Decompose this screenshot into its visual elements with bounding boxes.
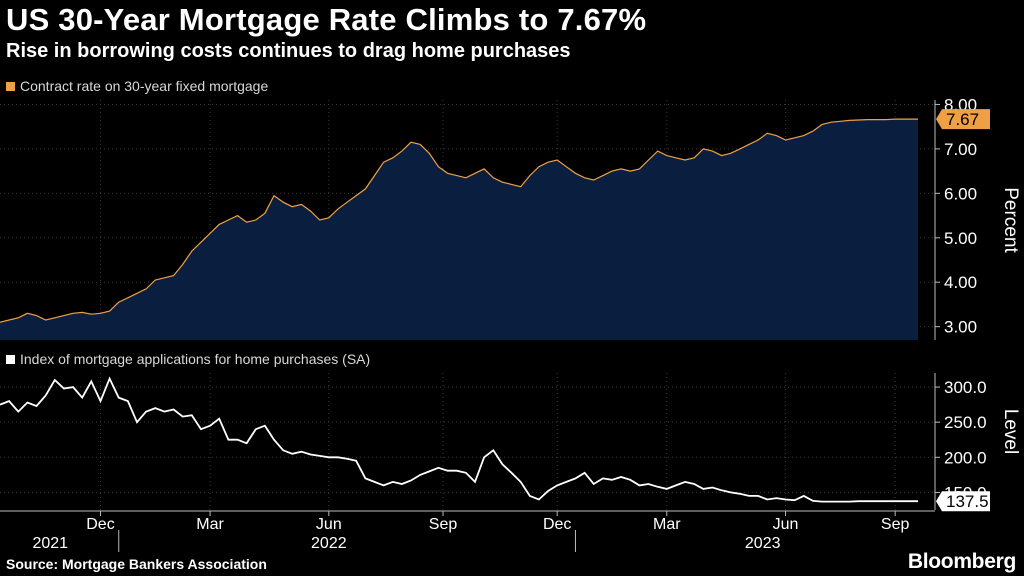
y-tick-label: 5.00 [944, 229, 977, 248]
y-tick-label: 3.00 [944, 318, 977, 337]
x-tick-label-month: Mar [196, 516, 224, 533]
rate-series-line [0, 118, 918, 323]
y-tick-label: 4.00 [944, 273, 977, 292]
source-note: Source: Mortgage Bankers Association [6, 556, 267, 572]
x-tick-label-month: Jun [316, 516, 342, 533]
x-tick-label-month: Dec [543, 516, 571, 533]
y-axis-title: Percent [1000, 187, 1021, 253]
legend-rate: Contract rate on 30-year fixed mortgage [6, 78, 268, 94]
rate-last-value-badge [936, 109, 990, 130]
index-last-value-badge [936, 491, 990, 512]
x-tick-label-month: Jun [773, 516, 799, 533]
bloomberg-logo: Bloomberg [907, 550, 1016, 573]
chart-subtitle: Rise in borrowing costs continues to dra… [6, 40, 571, 62]
x-tick-label-year: 2021 [32, 535, 68, 552]
y-tick-label: 300.0 [944, 378, 987, 397]
y-tick-label: 200.0 [944, 448, 987, 467]
x-tick-label-month: Mar [653, 516, 681, 533]
y-tick-label: 7.00 [944, 140, 977, 159]
y-tick-label: 6.00 [944, 184, 977, 203]
legend-label-rate: Contract rate on 30-year fixed mortgage [20, 78, 269, 94]
x-tick-label-month: Sep [429, 516, 458, 533]
legend-index: Index of mortgage applications for home … [6, 351, 370, 367]
y-axis-title: Level [1000, 409, 1021, 454]
legend-label-index: Index of mortgage applications for home … [20, 351, 371, 367]
y-tick-label: 250.0 [944, 413, 987, 432]
rate-area-fill [0, 119, 918, 340]
chart-title: US 30-Year Mortgage Rate Climbs to 7.67% [6, 2, 647, 37]
x-tick-label-month: Dec [86, 516, 114, 533]
index-series-line [0, 376, 918, 503]
x-tick-label-year: 2023 [745, 535, 781, 552]
x-tick-label-year: 2022 [311, 535, 347, 552]
legend-swatch-index [6, 354, 15, 364]
rate-last-value-label: 7.67 [946, 110, 979, 129]
x-tick-label-month: Sep [881, 516, 910, 533]
index-last-value-label: 137.5 [946, 492, 989, 511]
legend-swatch-rate [6, 81, 15, 91]
